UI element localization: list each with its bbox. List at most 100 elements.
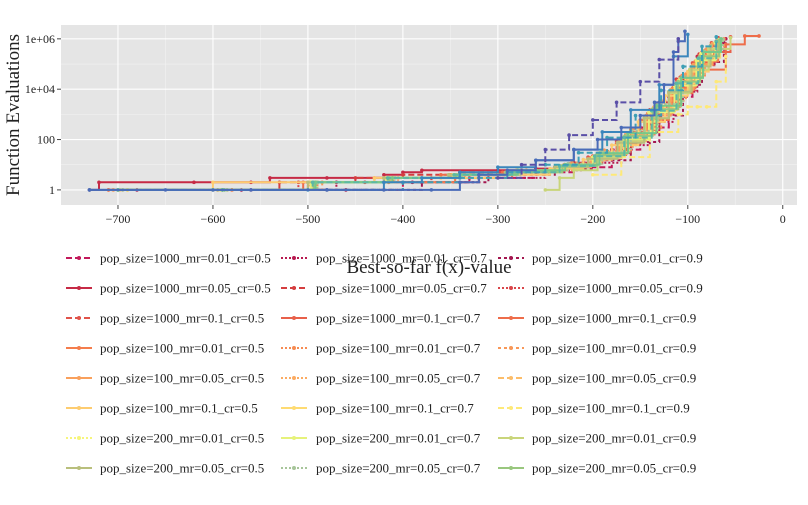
legend-item: pop_size=200_mr=0.05_cr=0.9 [498, 461, 696, 476]
legend-marker [509, 376, 513, 380]
legend-marker [509, 406, 513, 410]
data-point [647, 110, 651, 115]
data-point [676, 37, 681, 41]
legend-item: pop_size=200_mr=0.05_cr=0.7 [281, 461, 481, 476]
legend-marker [509, 466, 513, 470]
data-point [505, 168, 510, 173]
data-point [586, 157, 590, 161]
legend-label: pop_size=200_mr=0.05_cr=0.7 [316, 461, 481, 476]
data-point [452, 172, 456, 177]
legend-label: pop_size=1000_mr=0.01_cr=0.5 [100, 251, 271, 266]
data-point [595, 137, 600, 142]
y-axis-title: Function Evaluations [3, 34, 24, 196]
legend-item: pop_size=100_mr=0.01_cr=0.9 [498, 341, 696, 356]
data-point [439, 172, 443, 177]
data-point [700, 44, 704, 49]
legend-label: pop_size=100_mr=0.1_cr=0.9 [532, 401, 690, 416]
legend-item: pop_size=1000_mr=0.01_cr=0.9 [498, 251, 703, 266]
data-point [671, 50, 676, 54]
data-point [684, 72, 688, 76]
legend-label: pop_size=1000_mr=0.05_cr=0.9 [532, 281, 703, 296]
legend-marker [77, 286, 81, 290]
data-point [306, 180, 310, 185]
y-axis-ticks: 1 100 1e+04 1e+06 [25, 32, 61, 197]
legend-item: pop_size=100_mr=0.05_cr=0.9 [498, 371, 696, 386]
data-point [576, 150, 581, 155]
data-point [615, 140, 620, 145]
legend-item: pop_size=1000_mr=0.01_cr=0.5 [66, 251, 271, 266]
data-point [704, 104, 709, 109]
legend-label: pop_size=100_mr=0.05_cr=0.9 [532, 371, 696, 386]
data-point [581, 157, 586, 162]
data-point [496, 176, 500, 180]
legend-item: pop_size=1000_mr=0.1_cr=0.7 [281, 311, 481, 326]
data-point [163, 188, 168, 192]
data-point [674, 81, 679, 86]
legend-label: pop_size=100_mr=0.05_cr=0.5 [100, 371, 264, 386]
data-point [742, 34, 747, 38]
legend-marker [77, 256, 81, 260]
data-point [619, 125, 624, 130]
legend-label: pop_size=1000_mr=0.1_cr=0.5 [100, 311, 264, 326]
data-point [695, 104, 700, 109]
data-point [87, 188, 92, 192]
data-point [633, 113, 638, 118]
x-tick-label: 0 [780, 212, 786, 226]
legend-label: pop_size=1000_mr=0.1_cr=0.9 [532, 311, 696, 326]
data-point [687, 67, 692, 72]
legend-item: pop_size=200_mr=0.01_cr=0.9 [498, 431, 696, 446]
x-tick-label: −600 [201, 212, 226, 226]
legend-item: pop_size=1000_mr=0.05_cr=0.7 [281, 281, 487, 296]
legend-item: pop_size=100_mr=0.1_cr=0.5 [66, 401, 258, 416]
data-point [610, 143, 614, 147]
data-point [192, 180, 196, 185]
data-point [97, 180, 101, 185]
data-point [496, 165, 500, 169]
data-point [572, 168, 576, 173]
legend-label: pop_size=100_mr=0.1_cr=0.5 [100, 401, 258, 416]
data-point [446, 172, 451, 177]
data-point [657, 82, 662, 87]
legend-item: pop_size=100_mr=0.05_cr=0.7 [281, 371, 481, 386]
series-layer [87, 29, 761, 192]
data-point [534, 158, 538, 163]
data-point [429, 188, 434, 192]
data-point [638, 79, 643, 84]
series-line [118, 38, 722, 191]
x-tick-label: −200 [580, 212, 605, 226]
data-point [458, 180, 462, 185]
data-point [543, 147, 548, 152]
data-point [325, 188, 329, 192]
data-point [638, 113, 643, 118]
legend-marker [509, 346, 513, 350]
y-tick-label: 1e+06 [25, 32, 55, 46]
legend-marker [77, 346, 81, 350]
data-point [553, 165, 557, 169]
data-point [390, 176, 395, 180]
data-point [353, 176, 358, 180]
data-point [543, 188, 548, 192]
data-point [642, 116, 646, 121]
legend-label: pop_size=200_mr=0.05_cr=0.5 [100, 461, 264, 476]
legend-label: pop_size=200_mr=0.01_cr=0.5 [100, 431, 264, 446]
data-point [757, 34, 761, 38]
x-tick-label: −100 [675, 212, 700, 226]
legend-label: pop_size=200_mr=0.01_cr=0.7 [316, 431, 481, 446]
series-line [497, 38, 680, 179]
legend-label: pop_size=1000_mr=0.01_cr=0.7 [316, 251, 487, 266]
data-point [382, 172, 386, 177]
data-point [654, 103, 659, 108]
legend-label: pop_size=1000_mr=0.01_cr=0.9 [532, 251, 703, 266]
data-point [591, 172, 595, 177]
data-point [372, 176, 377, 180]
data-point [696, 56, 701, 61]
x-axis-title: Best-so-far f(x)-value [346, 257, 511, 278]
data-point [592, 154, 597, 158]
data-point [313, 180, 318, 185]
data-point [420, 168, 424, 173]
data-point [211, 180, 215, 185]
legend-label: pop_size=200_mr=0.05_cr=0.9 [532, 461, 696, 476]
legend-item: pop_size=100_mr=0.01_cr=0.7 [281, 341, 481, 356]
data-point [605, 135, 609, 140]
